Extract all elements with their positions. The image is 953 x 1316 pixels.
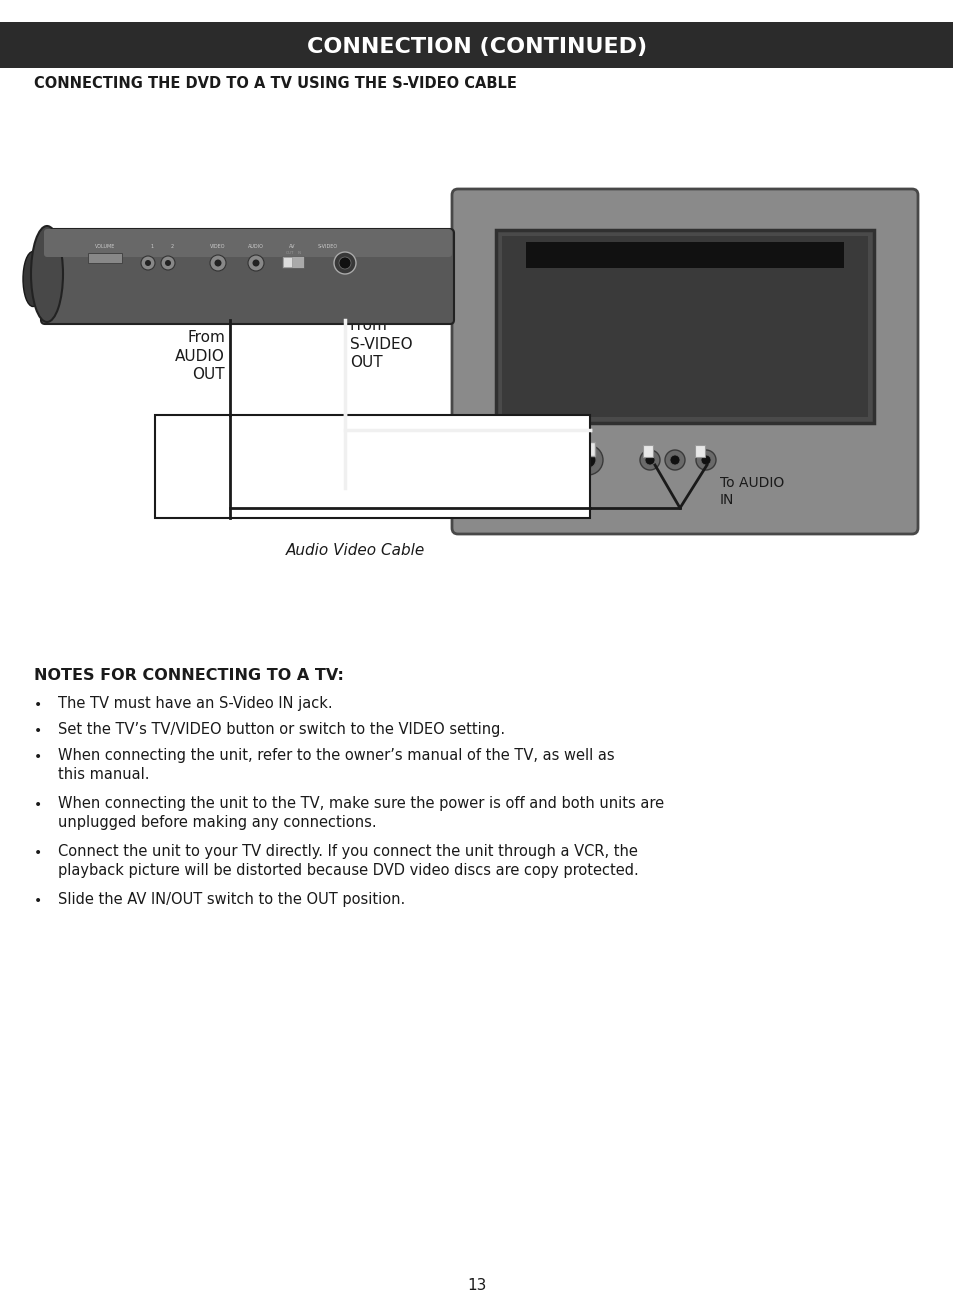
Text: AV: AV (289, 243, 294, 249)
Text: 1: 1 (151, 243, 153, 249)
Circle shape (644, 455, 655, 465)
Circle shape (696, 450, 716, 470)
Text: Connect the unit to your TV directly. If you connect the unit through a VCR, the: Connect the unit to your TV directly. If… (58, 844, 638, 859)
Text: •: • (34, 846, 42, 859)
Text: •: • (34, 797, 42, 812)
Circle shape (210, 255, 226, 271)
FancyBboxPatch shape (525, 242, 843, 268)
Text: From
AUDIO
OUT: From AUDIO OUT (175, 330, 225, 382)
Text: unplugged before making any connections.: unplugged before making any connections. (58, 815, 376, 830)
Text: this manual.: this manual. (58, 767, 150, 782)
Circle shape (664, 450, 684, 470)
Circle shape (214, 259, 221, 267)
Circle shape (145, 261, 151, 266)
FancyBboxPatch shape (580, 442, 595, 457)
Circle shape (579, 451, 596, 468)
FancyBboxPatch shape (41, 229, 454, 324)
Text: CONNECTING THE DVD TO A TV USING THE S-VIDEO CABLE: CONNECTING THE DVD TO A TV USING THE S-V… (34, 76, 517, 92)
FancyBboxPatch shape (0, 22, 953, 68)
Text: VIDEO: VIDEO (210, 243, 226, 249)
Text: OUT: OUT (286, 251, 294, 255)
Text: •: • (34, 724, 42, 738)
Text: •: • (34, 697, 42, 712)
Text: To S-VIDEO IN: To S-VIDEO IN (483, 479, 578, 494)
Text: playback picture will be distorted because DVD video discs are copy protected.: playback picture will be distorted becau… (58, 863, 639, 878)
FancyBboxPatch shape (496, 230, 873, 422)
Circle shape (248, 255, 264, 271)
Text: NOTES FOR CONNECTING TO A TV:: NOTES FOR CONNECTING TO A TV: (34, 669, 343, 683)
Text: CONNECTION (CONTINUED): CONNECTION (CONTINUED) (307, 37, 646, 57)
Text: When connecting the unit, refer to the owner’s manual of the TV, as well as: When connecting the unit, refer to the o… (58, 747, 614, 763)
Text: VOLUME: VOLUME (94, 243, 115, 249)
Text: Audio Video Cable: Audio Video Cable (285, 544, 424, 558)
Circle shape (165, 261, 171, 266)
Text: S-VIDEO: S-VIDEO (317, 243, 337, 249)
Circle shape (700, 455, 710, 465)
Text: 2: 2 (171, 243, 173, 249)
Text: •: • (34, 750, 42, 765)
Circle shape (141, 257, 154, 270)
FancyBboxPatch shape (154, 415, 589, 519)
Text: •: • (34, 894, 42, 908)
Text: Set the TV’s TV/VIDEO button or switch to the VIDEO setting.: Set the TV’s TV/VIDEO button or switch t… (58, 722, 504, 737)
Text: AUDIO: AUDIO (248, 243, 264, 249)
FancyBboxPatch shape (282, 257, 304, 268)
Circle shape (669, 455, 679, 465)
Circle shape (253, 259, 259, 267)
Ellipse shape (30, 226, 63, 322)
FancyBboxPatch shape (44, 229, 452, 257)
FancyBboxPatch shape (283, 257, 292, 267)
Circle shape (334, 251, 355, 274)
Text: From
S-VIDEO
OUT: From S-VIDEO OUT (350, 318, 413, 370)
FancyBboxPatch shape (88, 253, 122, 263)
Text: IN: IN (297, 251, 302, 255)
Text: When connecting the unit to the TV, make sure the power is off and both units ar: When connecting the unit to the TV, make… (58, 796, 663, 811)
FancyBboxPatch shape (452, 190, 917, 534)
FancyBboxPatch shape (642, 445, 652, 457)
Ellipse shape (23, 251, 43, 307)
Circle shape (639, 450, 659, 470)
Circle shape (573, 445, 602, 475)
Text: 13: 13 (467, 1279, 486, 1294)
Text: The TV must have an S-Video IN jack.: The TV must have an S-Video IN jack. (58, 696, 333, 711)
FancyBboxPatch shape (695, 445, 704, 457)
Circle shape (338, 257, 351, 268)
Text: To AUDIO
IN: To AUDIO IN (720, 476, 783, 507)
Text: Slide the AV IN/OUT switch to the OUT position.: Slide the AV IN/OUT switch to the OUT po… (58, 892, 405, 907)
Circle shape (161, 257, 174, 270)
FancyBboxPatch shape (501, 236, 867, 417)
